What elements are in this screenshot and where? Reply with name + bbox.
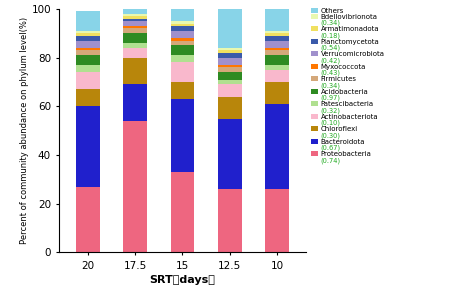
Bar — [217, 97, 241, 119]
Legend: Others, Bdellovibrionota, (0.34), Armatimonadota, (0.18), Planctomycetota, (0.54: Others, Bdellovibrionota, (0.34), Armati… — [311, 7, 384, 164]
Bar — [76, 89, 99, 106]
Bar — [217, 7, 241, 48]
Bar — [123, 43, 147, 48]
Bar — [217, 65, 241, 67]
Bar — [170, 23, 194, 26]
Bar — [76, 48, 99, 50]
Bar — [217, 84, 241, 97]
Bar — [265, 70, 288, 82]
Bar — [123, 26, 147, 29]
Bar — [170, 9, 194, 21]
Bar — [170, 99, 194, 172]
Bar — [123, 21, 147, 26]
Bar — [170, 21, 194, 23]
Bar — [265, 36, 288, 41]
Bar — [123, 19, 147, 21]
Bar — [265, 104, 288, 189]
Bar — [170, 41, 194, 45]
Bar — [76, 31, 99, 33]
Bar — [76, 41, 99, 48]
Bar — [265, 7, 288, 31]
Bar — [265, 65, 288, 70]
Y-axis label: Percent of community abundance on phylum level(%): Percent of community abundance on phylum… — [20, 17, 29, 244]
Bar — [170, 82, 194, 99]
Bar — [265, 82, 288, 104]
Bar — [217, 189, 241, 252]
Bar — [123, 16, 147, 19]
Bar — [217, 119, 241, 189]
Bar — [170, 31, 194, 38]
Bar — [265, 50, 288, 55]
Bar — [123, 9, 147, 14]
Bar — [217, 72, 241, 80]
Bar — [76, 55, 99, 65]
Bar — [265, 48, 288, 50]
Bar — [76, 36, 99, 41]
Bar — [123, 84, 147, 121]
Bar — [265, 41, 288, 48]
Bar — [217, 48, 241, 50]
Bar — [265, 189, 288, 252]
Bar — [123, 14, 147, 16]
Bar — [217, 67, 241, 72]
Bar — [76, 33, 99, 36]
Bar — [76, 65, 99, 72]
Bar — [123, 48, 147, 58]
Bar — [170, 26, 194, 31]
Bar — [265, 31, 288, 33]
Bar — [123, 33, 147, 43]
Bar — [217, 80, 241, 84]
X-axis label: SRT（days）: SRT（days） — [149, 275, 215, 285]
Bar — [217, 50, 241, 53]
Bar — [170, 38, 194, 41]
Bar — [76, 106, 99, 187]
Bar — [170, 55, 194, 62]
Bar — [170, 62, 194, 82]
Bar — [76, 50, 99, 55]
Bar — [217, 58, 241, 65]
Bar — [76, 11, 99, 31]
Bar — [170, 172, 194, 252]
Bar — [76, 72, 99, 89]
Bar — [265, 33, 288, 36]
Bar — [170, 45, 194, 55]
Bar — [123, 58, 147, 84]
Bar — [123, 29, 147, 33]
Bar — [123, 121, 147, 252]
Bar — [265, 55, 288, 65]
Bar — [76, 187, 99, 252]
Bar — [217, 53, 241, 58]
